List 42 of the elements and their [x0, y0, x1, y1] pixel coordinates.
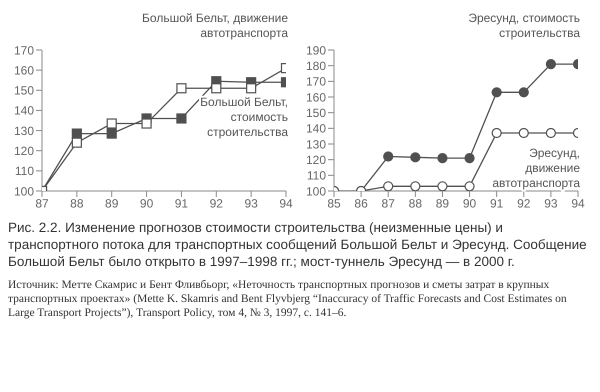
x-tick-label: 89 — [105, 196, 119, 211]
y-tick-label: 130 — [306, 137, 326, 152]
y-tick-label: 110 — [14, 164, 34, 178]
x-tick-label: 94 — [279, 196, 293, 211]
y-tick-label: 140 — [14, 104, 34, 118]
y-tick-label: 120 — [306, 152, 326, 167]
x-tick-label: 92 — [210, 196, 224, 211]
y-tick-label: 170 — [306, 74, 326, 89]
y-tick-label: 100 — [14, 184, 34, 198]
y-tick-label: 140 — [306, 122, 326, 136]
x-tick-label: 90 — [462, 196, 477, 211]
x-tick-label: 93 — [544, 196, 558, 211]
y-tick-label: 150 — [306, 106, 326, 120]
series-label: Эресунд, стоимость строительства — [468, 11, 580, 40]
x-tick-label: 86 — [354, 196, 368, 211]
x-tick-label: 92 — [517, 196, 531, 211]
y-tick-label: 180 — [306, 58, 326, 73]
y-tick-label: 190 — [306, 43, 326, 58]
series-label: Большой Бельт, движение автотранспорта — [142, 11, 288, 40]
x-tick-label: 85 — [327, 196, 341, 211]
y-tick-label: 160 — [306, 90, 326, 104]
y-tick-label: 120 — [14, 144, 34, 158]
y-tick-label: 170 — [14, 43, 34, 58]
y-tick-label: 130 — [14, 124, 34, 138]
x-tick-label: 87 — [35, 196, 49, 211]
x-tick-label: 90 — [140, 196, 154, 211]
y-tick-label: 110 — [306, 168, 326, 183]
text: Рис. 2.2. Изменение прогнозов стоимости строительства (неизменные цены) и транспортного потока для транспортных сообщений Большой Бельт и Эресунд. Сообщение Большой Бельт было открыто в 1997–1998 гг.; мост-туннель Эресунд — в 2000 г. — [8, 219, 588, 270]
y-tick-label: 160 — [14, 63, 34, 78]
series-label: Большой Бельт, стоимость строительства — [200, 95, 288, 140]
x-tick-label: 91 — [490, 196, 504, 211]
series-label: Эресунд, движение автотранспорта — [492, 146, 580, 190]
y-tick-label: 100 — [306, 184, 326, 198]
x-tick-label: 88 — [408, 196, 422, 211]
x-tick-label: 88 — [70, 196, 84, 211]
x-tick-label: 93 — [244, 196, 258, 211]
x-tick-label: 87 — [382, 196, 396, 211]
x-tick-label: 89 — [436, 196, 450, 211]
text: Источник: Метте Скамрис и Бент Фливбьорг, «Неточность транспортных прогнозов и сметы затрат в крупных транспортных проектах» (Mette K. Skamris and Bent Flyvbjerg “Inaccuracy of Traffic Forecasts and Cost Estimates on Large Transport Projects”), Transport Policy, том 4, № 3, 1997, с. 141–6. — [8, 278, 568, 320]
x-tick-label: 94 — [571, 196, 585, 211]
x-tick-label: 91 — [174, 196, 188, 211]
y-tick-label: 150 — [14, 84, 34, 98]
